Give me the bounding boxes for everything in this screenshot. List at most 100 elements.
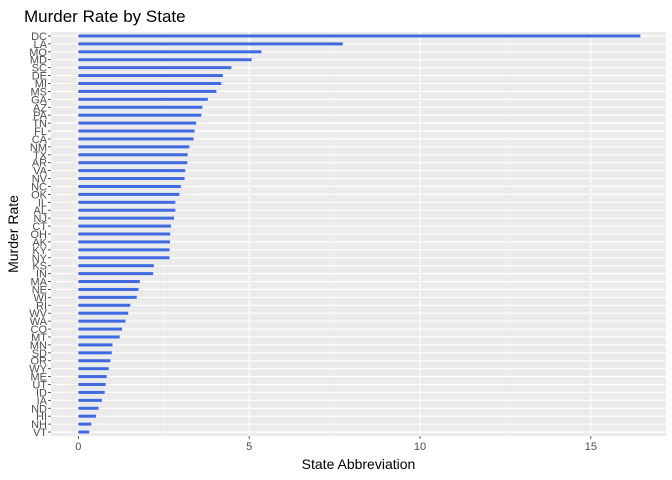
y-tick-label: FL xyxy=(34,126,47,138)
x-tick-label: 15 xyxy=(585,441,597,453)
y-tick-label: WI xyxy=(34,292,47,304)
bar-wa xyxy=(78,319,126,323)
bar-ar xyxy=(78,161,188,165)
bar-co xyxy=(78,327,123,331)
bar-ne xyxy=(78,287,139,291)
y-tick-label: MA xyxy=(31,277,48,289)
y-tick-label: LA xyxy=(34,39,48,51)
y-tick-label: AZ xyxy=(33,102,47,114)
x-tick-label: 5 xyxy=(246,441,252,453)
y-tick-label: SD xyxy=(32,348,47,360)
bar-ia xyxy=(78,398,102,402)
y-tick-label: OR xyxy=(31,356,48,368)
bar-az xyxy=(78,105,203,109)
y-tick-label: NC xyxy=(31,181,47,193)
x-axis-title: State Abbreviation xyxy=(302,456,416,472)
bar-md xyxy=(78,58,252,62)
bar-nc xyxy=(78,184,181,188)
y-tick-label: SC xyxy=(32,63,47,75)
y-tick-label: IN xyxy=(36,269,47,281)
y-tick-label: DC xyxy=(31,31,47,43)
y-tick-label: TN xyxy=(32,118,47,130)
bar-sd xyxy=(78,351,112,355)
y-tick-label: ME xyxy=(31,372,48,384)
y-tick-label: MS xyxy=(31,86,48,98)
bar-al xyxy=(78,208,176,212)
bar-tn xyxy=(78,121,197,125)
x-tick-labels: 0 5 10 15 xyxy=(75,436,597,453)
y-tick-label: IA xyxy=(37,395,48,407)
y-axis-title: Murder Rate xyxy=(5,195,21,273)
y-tick-label: MI xyxy=(35,78,47,90)
bar-ma xyxy=(78,280,140,284)
y-tick-label: OK xyxy=(31,189,48,201)
y-tick-label: RI xyxy=(36,300,47,312)
bar-nd xyxy=(78,406,99,410)
y-tick-label: CT xyxy=(32,221,47,233)
bar-ky xyxy=(78,248,170,252)
bar-tx xyxy=(78,153,188,157)
x-tick-label: 10 xyxy=(414,441,426,453)
y-tick-label: MO xyxy=(29,47,47,59)
y-tick-label: WY xyxy=(29,364,47,376)
bar-fl xyxy=(78,129,195,133)
y-tick-label: PA xyxy=(33,110,48,122)
y-tick-label: AK xyxy=(32,237,47,249)
y-tick-label: UT xyxy=(32,380,47,392)
y-tick-label: TX xyxy=(33,150,48,162)
bar-ny xyxy=(78,256,170,260)
bar-nv xyxy=(78,177,185,181)
bar-mi xyxy=(78,81,222,85)
bar-nj xyxy=(78,216,174,220)
bar-me xyxy=(78,375,107,379)
y-tick-label: VT xyxy=(33,427,47,439)
bar-nm xyxy=(78,145,190,149)
x-tick-label: 0 xyxy=(75,441,81,453)
y-tick-label: NH xyxy=(31,419,47,431)
y-tick-label: IL xyxy=(38,197,47,209)
y-tick-label: CA xyxy=(32,134,48,146)
bar-wv xyxy=(78,311,129,315)
y-tick-label: KS xyxy=(32,261,47,273)
bar-hi xyxy=(78,414,97,418)
y-tick-labels: DCLAMOMDSCDEMIMSGAAZPATNFLCANMTXARVANVNC… xyxy=(29,31,51,439)
y-tick-label: CO xyxy=(31,324,48,336)
bar-ok xyxy=(78,192,180,196)
bar-wy xyxy=(78,367,109,371)
y-tick-label: OH xyxy=(31,229,48,241)
y-tick-label: WA xyxy=(30,316,48,328)
bar-id xyxy=(78,390,105,394)
y-tick-label: VA xyxy=(33,166,48,178)
bar-ri xyxy=(78,303,131,307)
bar-ga xyxy=(78,97,208,101)
y-tick-label: KY xyxy=(32,245,47,257)
y-tick-label: HI xyxy=(36,411,47,423)
y-tick-label: NE xyxy=(32,284,47,296)
bar-ut xyxy=(78,383,106,387)
bar-mn xyxy=(78,343,113,347)
bar-ct xyxy=(78,224,171,228)
y-tick-label: WV xyxy=(29,308,47,320)
bar-ak xyxy=(78,240,170,244)
bar-nh xyxy=(78,422,92,426)
bar-or xyxy=(78,359,111,363)
y-tick-label: GA xyxy=(31,94,48,106)
bar-oh xyxy=(78,232,171,236)
bar-la xyxy=(78,42,343,46)
y-tick-label: MN xyxy=(30,340,47,352)
y-tick-label: NM xyxy=(30,142,47,154)
y-tick-label: NJ xyxy=(34,213,47,225)
bar-pa xyxy=(78,113,202,117)
bar-ms xyxy=(78,89,217,93)
y-tick-label: MT xyxy=(31,332,47,344)
y-tick-label: NV xyxy=(32,174,48,186)
bar-in xyxy=(78,272,154,276)
bars xyxy=(78,34,641,434)
y-tick-label: AL xyxy=(34,205,47,217)
bar-il xyxy=(78,200,176,204)
bar-de xyxy=(78,74,223,78)
y-tick-label: MD xyxy=(30,55,47,67)
y-tick-label: ND xyxy=(31,403,47,415)
bar-mo xyxy=(78,50,262,54)
bar-va xyxy=(78,169,186,173)
